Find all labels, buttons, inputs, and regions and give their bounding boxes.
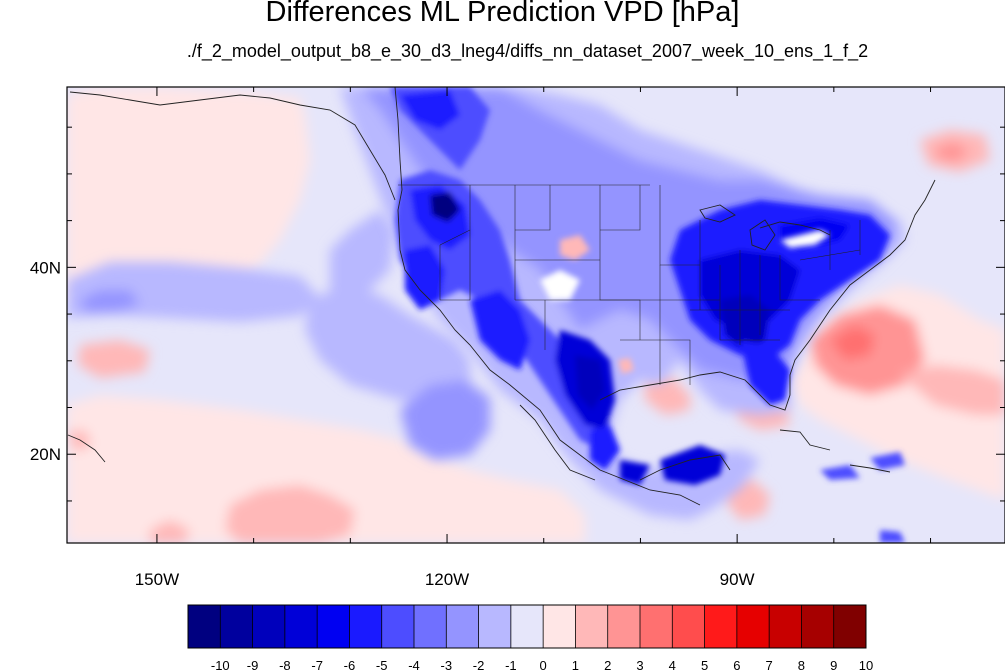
lon-tick-label: 120W [425, 570, 469, 589]
colorbar-label: 6 [733, 658, 740, 672]
lon-tick-label: 150W [135, 570, 179, 589]
colorbar-label: -9 [247, 658, 259, 672]
colorbar-label: -2 [473, 658, 485, 672]
lat-tick-label: 20N [30, 445, 61, 464]
vpd-difference-field [67, 87, 1005, 543]
colorbar-swatch [575, 605, 609, 648]
colorbar: -10 -9 -8 -7 -6 -5 -4 -3 -2 -1 0 1 2 3 4 5 6 7 8 9 10 [187, 604, 873, 672]
colorbar-label: -10 [211, 658, 230, 672]
colorbar-label: -5 [376, 658, 388, 672]
colorbar-label: 1 [572, 658, 579, 672]
colorbar-label: 10 [859, 658, 873, 672]
map-frame [66, 86, 1005, 544]
colorbar-swatch [252, 605, 286, 648]
colorbar-swatch [414, 605, 447, 648]
colorbar-swatch [220, 605, 253, 648]
colorbar-swatch [317, 605, 350, 648]
colorbar-label: 5 [701, 658, 708, 672]
colorbar-swatch [284, 605, 318, 648]
colorbar-swatch [478, 605, 512, 648]
lat-tick-label: 40N [30, 258, 61, 277]
colorbar-label: -1 [505, 658, 517, 672]
colorbar-label: -6 [344, 658, 356, 672]
colorbar-label: -7 [311, 658, 323, 672]
coastlines [67, 87, 936, 506]
colorbar-swatch [640, 605, 673, 648]
pacific-negative-anomalies [67, 210, 490, 460]
colorbar-label: 7 [766, 658, 773, 672]
colorbar-frame [187, 604, 867, 649]
colorbar-swatch [704, 605, 738, 648]
colorbar-swatch [381, 605, 415, 648]
pacific-positive-anomalies [67, 87, 585, 543]
colorbar-label: 8 [798, 658, 805, 672]
inland-positive-spots [540, 230, 830, 374]
colorbar-swatch [833, 605, 867, 648]
colorbar-label: 0 [540, 658, 547, 672]
colorbar-swatch [801, 605, 835, 648]
colorbar-swatch [607, 605, 641, 648]
map-subtitle: ./f_2_model_output_b8_e_30_d3_lneg4/diff… [186, 41, 869, 61]
lon-tick-label: 90W [720, 570, 755, 589]
colorbar-swatch [769, 605, 802, 648]
map-axis-ticks: 150W 120W 90W 40N 20N [30, 87, 1005, 589]
map-title: Differences ML Prediction VPD [hPa] [265, 0, 740, 28]
colorbar-label: 9 [830, 658, 837, 672]
colorbar-swatch [188, 605, 221, 648]
colorbar-swatch [510, 605, 544, 648]
colorbar-label: 2 [604, 658, 611, 672]
colorbar-label: -4 [408, 658, 420, 672]
colorbar-swatch [349, 605, 383, 648]
colorbar-label: -8 [279, 658, 291, 672]
state-borders [398, 184, 861, 385]
colorbar-swatch [446, 605, 479, 648]
colorbar-swatch [736, 605, 770, 648]
colorbar-label: 3 [636, 658, 643, 672]
colorbar-label: 4 [669, 658, 676, 672]
colorbar-swatch [543, 605, 576, 648]
colorbar-swatch [672, 605, 705, 648]
colorbar-label: -3 [441, 658, 453, 672]
